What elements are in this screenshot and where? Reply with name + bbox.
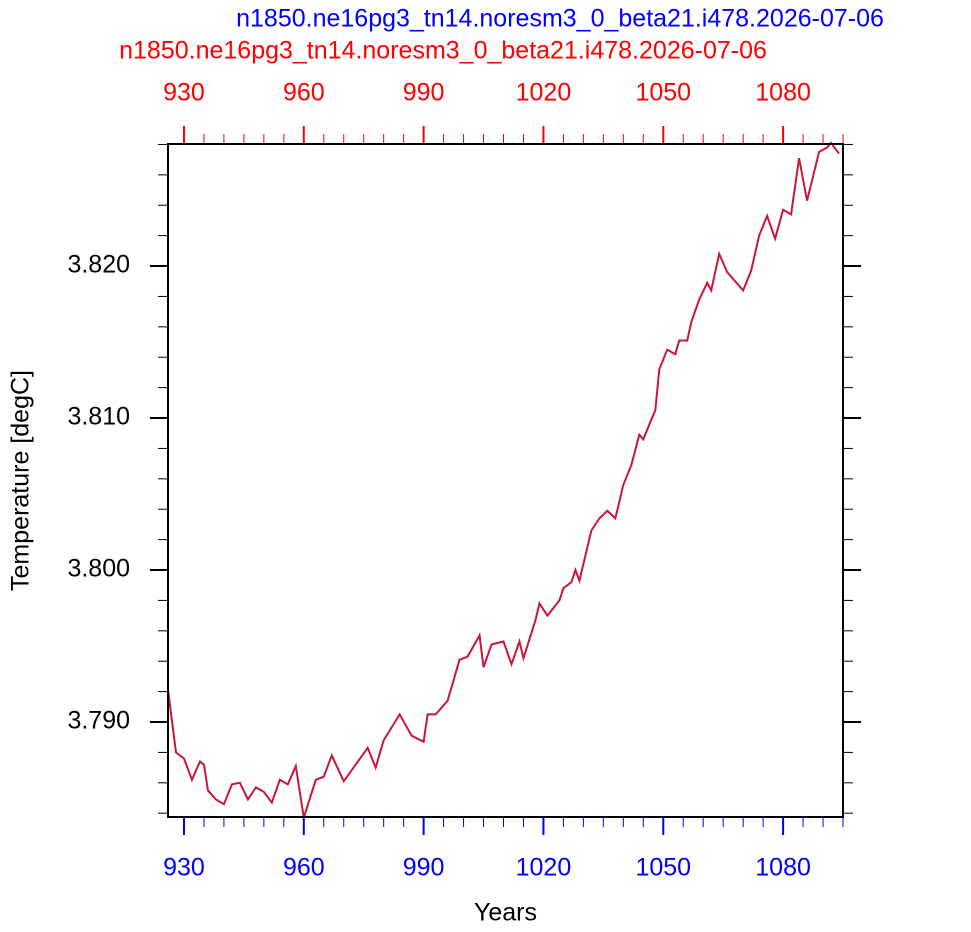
y-tick-label: 3.790 <box>67 707 130 735</box>
x-tick-label: 1020 <box>516 854 572 882</box>
x2-tick-label: 1050 <box>635 79 691 107</box>
x2-tick-label: 990 <box>403 79 445 107</box>
x-axis-label: Years <box>474 899 537 927</box>
y-tick-label: 3.810 <box>67 403 130 431</box>
plot-frame <box>167 143 844 818</box>
y-axis-label: Temperature [degC] <box>7 370 35 591</box>
x-tick-label: 1050 <box>635 854 691 882</box>
x2-tick-label: 960 <box>283 79 325 107</box>
x-tick-label: 990 <box>403 854 445 882</box>
x-tick-label: 960 <box>283 854 325 882</box>
y-tick-label: 3.800 <box>67 555 130 583</box>
chart-title: n1850.ne16pg3_tn14.noresm3_0_beta21.i478… <box>236 5 884 33</box>
x2-tick-label: 930 <box>163 79 205 107</box>
x-tick-label: 1080 <box>755 854 811 882</box>
data-line <box>167 141 840 819</box>
x2-tick-label: 1020 <box>516 79 572 107</box>
chart-title: n1850.ne16pg3_tn14.noresm3_0_beta21.i478… <box>119 37 767 65</box>
y-tick-label: 3.820 <box>67 251 130 279</box>
x-tick-label: 930 <box>163 854 205 882</box>
x2-tick-label: 1080 <box>755 79 811 107</box>
